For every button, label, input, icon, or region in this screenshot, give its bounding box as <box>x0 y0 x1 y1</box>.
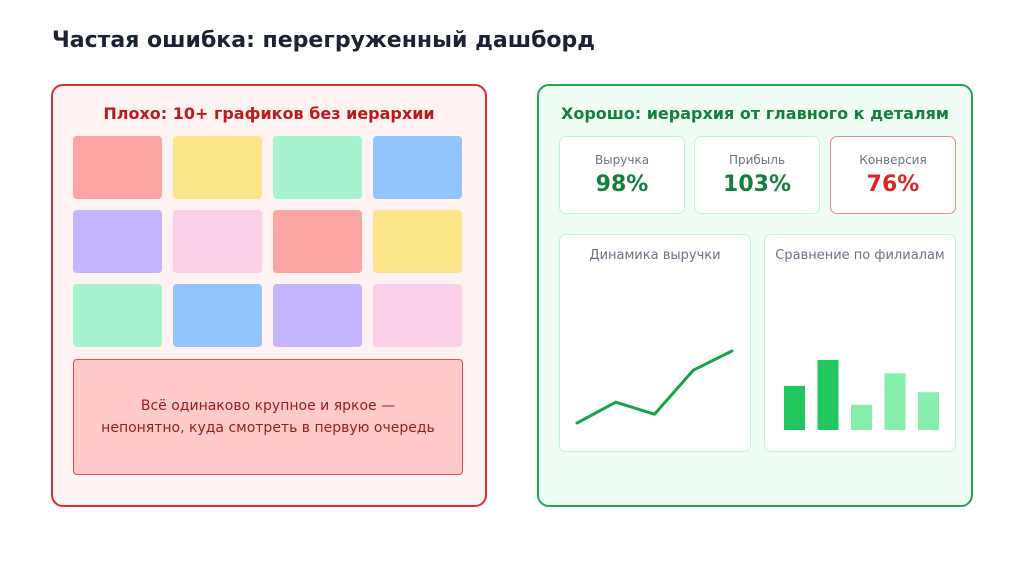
kpi-label: Выручка <box>594 153 650 167</box>
chart-tile <box>373 136 462 199</box>
chart-tile <box>73 136 162 199</box>
kpi-value: 76% <box>866 172 920 197</box>
chart-tile <box>173 136 262 199</box>
page-title: Частая ошибка: перегруженный дашборд <box>52 28 596 53</box>
good-panel-heading: Хорошо: иерархия от главного к деталям <box>560 104 949 123</box>
kpi-label: Конверсия <box>859 153 927 167</box>
kpi-value: 98% <box>595 172 649 197</box>
chart-tile <box>273 210 362 273</box>
branch-bar <box>817 360 839 430</box>
kpi-value: 103% <box>723 172 791 197</box>
chart-tile <box>173 284 262 347</box>
branch-bar <box>884 373 906 430</box>
chart-tile <box>273 136 362 199</box>
revenue-line-series <box>575 349 734 425</box>
branch-bar <box>918 392 939 430</box>
branch-bar-chart <box>784 360 939 430</box>
chart-title: Сравнение по филиалам <box>775 248 945 263</box>
chart-tile <box>273 284 362 347</box>
revenue-line-chart <box>575 349 734 425</box>
bad-example-panel: Плохо: 10+ графиков без иерархии Всё оди… <box>51 84 487 507</box>
bad-panel-heading: Плохо: 10+ графиков без иерархии <box>103 104 435 123</box>
kpi-card-conversion: Конверсия 76% <box>830 136 956 214</box>
chart-tile <box>73 210 162 273</box>
note-line-1: Всё одинаково крупное и яркое — <box>140 398 396 414</box>
branch-bar <box>851 404 872 430</box>
chart-title: Динамика выручки <box>589 248 721 263</box>
chart-tile <box>73 284 162 347</box>
good-example-panel: Хорошо: иерархия от главного к деталям В… <box>537 84 973 507</box>
revenue-trend-card: Динамика выручки <box>559 234 751 452</box>
chart-tile <box>173 210 262 273</box>
bad-panel-note: Всё одинаково крупное и яркое — непонятн… <box>73 359 463 475</box>
kpi-card-revenue: Выручка 98% <box>559 136 685 214</box>
branch-comparison-card: Сравнение по филиалам <box>764 234 956 452</box>
kpi-label: Прибыль <box>728 153 786 167</box>
note-line-2: непонятно, куда смотреть в первую очеред… <box>101 420 435 436</box>
chart-tile <box>373 210 462 273</box>
kpi-card-profit: Прибыль 103% <box>694 136 820 214</box>
branch-bar <box>784 385 805 430</box>
chart-tile <box>373 284 462 347</box>
